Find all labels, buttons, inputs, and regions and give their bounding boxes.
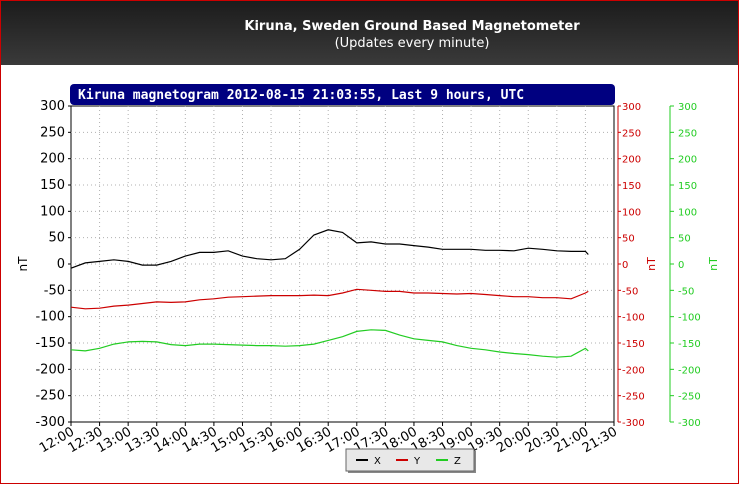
y-tick-label-right-red: -100 (622, 313, 645, 324)
page-subtitle: (Updates every minute) (334, 36, 490, 51)
y-tick-label-right-red: -200 (622, 365, 645, 376)
y-axis-label-left: nT (16, 256, 30, 272)
y-tick-label-left: -200 (35, 362, 65, 377)
y-tick-label-left: 0 (57, 257, 65, 272)
y-tick-label-right-green: -250 (678, 392, 701, 403)
y-axis-label-right-red: nT (645, 257, 658, 271)
header-banner: Kiruna, Sweden Ground Based Magnetometer… (1, 1, 738, 65)
y-tick-label-left: -150 (35, 336, 65, 351)
y-tick-label-right-red: -50 (622, 286, 638, 297)
y-tick-label-right-green: 50 (678, 234, 691, 245)
series-line-y (70, 288, 589, 310)
y-tick-label-left: 300 (40, 99, 65, 114)
y-tick-label-right-green: -50 (678, 286, 694, 297)
y-tick-label-right-red: -250 (622, 392, 645, 403)
y-tick-label-left: 200 (40, 152, 65, 167)
plot-area (70, 105, 615, 423)
legend-label-z: Z (454, 456, 461, 467)
series-line-x (70, 229, 589, 269)
y-tick-label-right-red: 250 (622, 128, 641, 139)
y-tick-label-right-green: -300 (678, 418, 701, 429)
y-tick-label-right-green: 200 (678, 155, 697, 166)
chart-title-bar (70, 84, 615, 105)
y-tick-label-left: 100 (40, 204, 65, 219)
y-tick-label-right-red: 50 (622, 234, 635, 245)
legend-label-x: X (374, 456, 381, 467)
chart-title: Kiruna magnetogram 2012-08-15 21:03:55, … (78, 88, 524, 103)
y-tick-label-right-green: -100 (678, 313, 701, 324)
legend-box (345, 448, 475, 472)
y-tick-label-right-red: 200 (622, 155, 641, 166)
legend: X Y Z (345, 448, 476, 473)
y-tick-label-left: 250 (40, 125, 65, 140)
y-tick-label-left: 50 (48, 231, 65, 246)
y-tick-label-left: -100 (35, 310, 65, 325)
y-tick-label-right-green: 150 (678, 181, 697, 192)
legend-label-y: Y (413, 456, 421, 467)
y-tick-label-right-red: 300 (622, 102, 641, 113)
y-tick-label-right-red: -150 (622, 339, 645, 350)
series-line-z (70, 329, 589, 358)
y-axis-label-right-green: nT (707, 257, 720, 271)
y-tick-label-right-green: -150 (678, 339, 701, 350)
y-tick-label-right-red: 100 (622, 207, 641, 218)
y-tick-label-left: -50 (44, 283, 65, 298)
y-tick-label-right-green: 300 (678, 102, 697, 113)
y-tick-label-right-red: 150 (622, 181, 641, 192)
y-tick-label-right-green: -200 (678, 365, 701, 376)
y-tick-label-left: -300 (35, 415, 65, 430)
y-tick-label-right-red: 0 (622, 260, 628, 271)
y-tick-label-right-green: 0 (678, 260, 684, 271)
page-title: Kiruna, Sweden Ground Based Magnetometer (244, 19, 580, 34)
y-tick-label-right-green: 250 (678, 128, 697, 139)
y-tick-label-right-red: -300 (622, 418, 645, 429)
y-tick-label-left: -250 (35, 389, 65, 404)
y-tick-label-left: 150 (40, 178, 65, 193)
y-tick-label-right-green: 100 (678, 207, 697, 218)
